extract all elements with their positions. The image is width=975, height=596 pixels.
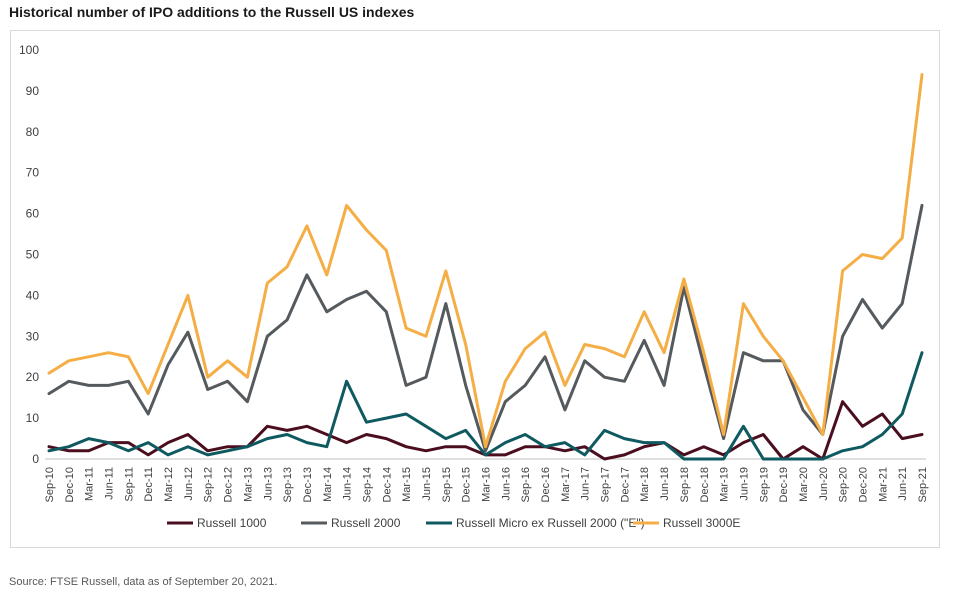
x-tick-label: Mar-19 [719, 467, 731, 502]
y-tick-label: 30 [26, 329, 40, 343]
y-tick-label: 20 [26, 370, 40, 384]
chart-container: 0 10 20 30 40 50 60 70 80 90 100 Sep-10 Dec-10 Mar-1… [10, 30, 940, 548]
x-tick-label: Mar-20 [798, 467, 810, 502]
series-line-3 [47, 73, 924, 449]
y-tick-label: 100 [19, 43, 39, 57]
x-tick-label: Sep-14 [361, 467, 373, 502]
x-tick-label: Dec-15 [461, 467, 473, 502]
x-tick-label: Dec-12 [223, 467, 235, 502]
x-tick-label: Mar-14 [322, 467, 334, 502]
x-tick-label: Jun-19 [738, 467, 750, 501]
series-line-1 [47, 203, 924, 453]
series-line-2 [47, 351, 924, 461]
x-tick-label: Dec-16 [540, 467, 552, 502]
x-tick-label: Dec-11 [143, 467, 155, 502]
source-note: Source: FTSE Russell, data as of Septemb… [9, 576, 278, 588]
x-tick-label: Sep-10 [44, 467, 56, 502]
x-tick-label: Jun-18 [659, 467, 671, 501]
x-tick-label: Mar-15 [401, 467, 413, 502]
x-tick-label: Sep-11 [123, 467, 135, 502]
x-tick-label: Mar-16 [481, 467, 493, 502]
legend: Russell 1000 Russell 2000 Russell Micro ex… [167, 516, 740, 530]
y-tick-label: 10 [26, 411, 40, 425]
x-tick-label: Jun-21 [897, 467, 909, 501]
x-tick-label: Mar-12 [163, 467, 175, 502]
y-tick-label: 50 [26, 248, 40, 262]
x-tick-label: Sep-13 [282, 467, 294, 502]
x-tick-label: Dec-19 [778, 467, 790, 502]
x-tick-label: Jun-12 [183, 467, 195, 501]
x-tick-label: Sep-17 [600, 467, 612, 502]
y-tick-label: 70 [26, 166, 40, 180]
x-tick-label: Sep-21 [917, 467, 929, 502]
x-tick-label: Jun-11 [104, 467, 116, 500]
x-tick-label: Sep-18 [679, 467, 691, 502]
x-tick-label: Dec-18 [699, 467, 711, 502]
legend-label-1: Russell 2000 [331, 516, 401, 530]
series-layer [47, 73, 924, 461]
legend-label-3: Russell 3000E [663, 516, 740, 530]
x-tick-label: Jun-17 [580, 467, 592, 501]
x-tick-label: Jun-20 [818, 467, 830, 501]
x-tick-label: Sep-20 [838, 467, 850, 502]
x-tick-label: Jun-16 [500, 467, 512, 501]
x-tick-label: Dec-10 [64, 467, 76, 502]
legend-label-0: Russell 1000 [197, 516, 267, 530]
x-tick-label: Sep-16 [520, 467, 532, 502]
y-tick-label: 80 [26, 125, 40, 139]
x-tick-label: Dec-20 [857, 467, 869, 502]
x-tick-label: Jun-15 [421, 467, 433, 501]
x-tick-label: Jun-14 [342, 467, 354, 501]
x-tick-label: Dec-14 [381, 467, 393, 502]
chart-title: Historical number of IPO additions to th… [9, 4, 415, 20]
y-tick-label: 90 [26, 84, 40, 98]
y-tick-label: 60 [26, 207, 40, 221]
line-chart: 0 10 20 30 40 50 60 70 80 90 100 Sep-10 Dec-10 Mar-1… [19, 43, 929, 530]
y-tick-label: 40 [26, 288, 40, 302]
x-tick-label: Mar-11 [84, 467, 96, 501]
x-tick-label: Mar-13 [242, 467, 254, 502]
x-tick-label: Mar-17 [560, 467, 572, 502]
x-tick-label: Sep-15 [441, 467, 453, 502]
x-tick-label: Mar-21 [877, 467, 889, 502]
x-tick-label: Jun-13 [262, 467, 274, 501]
x-tick-label: Dec-13 [302, 467, 314, 502]
x-tick-label: Dec-17 [619, 467, 631, 502]
x-axis: Sep-10 Dec-10 Mar-11 Jun-11 Sep-11 Dec-11 Mar-… [44, 458, 929, 502]
y-axis: 0 10 20 30 40 50 60 70 80 90 100 [19, 43, 39, 466]
x-tick-label: Sep-12 [203, 467, 215, 502]
y-tick-label: 0 [32, 452, 39, 466]
x-tick-label: Mar-18 [639, 467, 651, 502]
legend-label-2: Russell Micro ex Russell 2000 ("E") [456, 516, 645, 530]
x-tick-label: Sep-19 [758, 467, 770, 502]
